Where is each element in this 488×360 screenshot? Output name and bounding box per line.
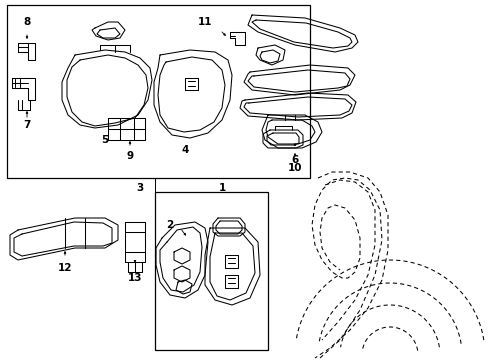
Bar <box>155 192 267 350</box>
Text: 8: 8 <box>23 17 31 27</box>
Bar <box>7 5 309 178</box>
Text: 9: 9 <box>126 151 133 161</box>
Text: 2: 2 <box>166 220 173 230</box>
Text: 11: 11 <box>197 17 212 27</box>
Text: 4: 4 <box>181 145 188 155</box>
Text: 13: 13 <box>127 273 142 283</box>
Text: 10: 10 <box>287 163 302 173</box>
Text: 3: 3 <box>136 183 143 193</box>
Text: 7: 7 <box>23 120 31 130</box>
Text: 6: 6 <box>291 155 298 165</box>
Text: 12: 12 <box>58 263 72 273</box>
Text: 1: 1 <box>218 183 225 193</box>
Text: 5: 5 <box>101 135 108 145</box>
